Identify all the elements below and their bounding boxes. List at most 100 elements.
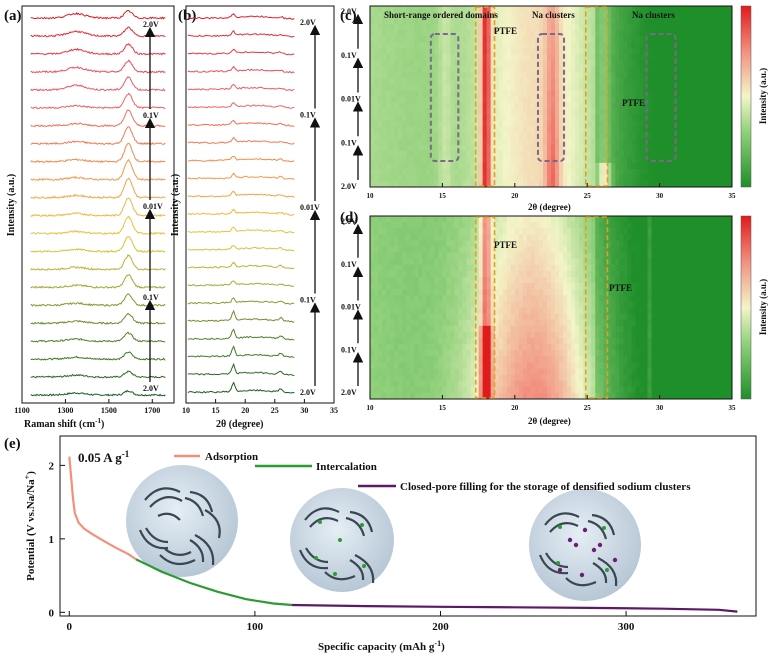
panel-c-heat-cell xyxy=(483,97,487,103)
panel-d-heat-cell xyxy=(708,222,712,229)
panel-d-heat-cell xyxy=(635,253,639,260)
panel-d-heat-cell xyxy=(631,277,635,284)
panel-d-heat-cell xyxy=(668,271,672,278)
panel-d-heat-cell xyxy=(426,240,430,247)
panel-c-heat-cell xyxy=(471,145,475,151)
panel-d-heat-cell xyxy=(595,332,599,339)
panel-d-heat-cell xyxy=(591,253,595,260)
panel-c-heat-cell xyxy=(370,42,374,48)
panel-a-voltage-labels: 2.0V0.1V0.01V0.1V2.0V xyxy=(143,20,163,393)
panel-c-heat-cell xyxy=(463,133,467,139)
panel-d-heat-cell xyxy=(442,247,446,254)
panel-d-heat-cell xyxy=(539,356,543,363)
panel-c-heat-cell xyxy=(623,157,627,163)
panel-c-heat-cell xyxy=(676,12,680,18)
panel-d-heat-cell xyxy=(398,308,402,315)
panel-d-heat-cell xyxy=(467,350,471,357)
panel-d-heat-cell xyxy=(615,228,619,235)
panel-c-heat-cell xyxy=(664,48,668,54)
panel-c-heat-cell xyxy=(551,121,555,127)
panel-d-heat-cell xyxy=(386,228,390,235)
panel-d-heat-cell xyxy=(591,295,595,302)
panel-c-heat-cell xyxy=(378,18,382,24)
panel-c-heat-cell xyxy=(398,48,402,54)
panel-c-heat-cell xyxy=(471,139,475,145)
panel-c-heat-cell xyxy=(442,163,446,169)
panel-c-heat-cell xyxy=(708,72,712,78)
panel-c-heat-cell xyxy=(644,181,648,187)
panel-d-heat-cell xyxy=(438,295,442,302)
panel-c-heat-cell xyxy=(374,78,378,84)
panel-c-heat-cell xyxy=(410,133,414,139)
panel-d-heat-cell xyxy=(712,320,716,327)
panel-d-heat-cell xyxy=(635,216,639,223)
panel-d-heat-cell xyxy=(535,247,539,254)
panel-d-heat-cell xyxy=(370,216,374,223)
panel-d-heat-cell xyxy=(631,216,635,223)
panel-c-heat-cell xyxy=(652,60,656,66)
panel-c-heat-cell xyxy=(551,103,555,109)
panel-c-heat-cell xyxy=(712,66,716,72)
panel-d-heat-cell xyxy=(446,314,450,321)
panel-d-heat-cell xyxy=(410,326,414,333)
panel-d-heat-cell xyxy=(398,247,402,254)
panel-d-heat-cell xyxy=(591,277,595,284)
panel-c-heat-cell xyxy=(547,48,551,54)
panel-c-heat-cell xyxy=(575,84,579,90)
panel-c-heat-cell xyxy=(414,48,418,54)
panel-c-heat-cell xyxy=(700,6,704,12)
xrd-pattern xyxy=(188,156,294,161)
panel-d-heat-cell xyxy=(535,283,539,290)
panel-c-heat-cell xyxy=(619,60,623,66)
panel-c-heat-cell xyxy=(639,36,643,42)
panel-d-heat-cell xyxy=(660,265,664,272)
panel-c-heat-cell xyxy=(527,157,531,163)
panel-c-heat-cell xyxy=(519,54,523,60)
panel-c-heat-cell xyxy=(543,169,547,175)
panel-d-heat-cell xyxy=(487,265,491,272)
panel-c-heat-cell xyxy=(418,181,422,187)
panel-d-heat-cell xyxy=(523,247,527,254)
panel-d-heat-cell xyxy=(531,289,535,296)
panel-d-heat-cell xyxy=(499,277,503,284)
panel-d-heat-cell xyxy=(619,222,623,229)
panel-c-heat-cell xyxy=(660,90,664,96)
panel-c-heat-cell xyxy=(430,169,434,175)
panel-d-heat-cell xyxy=(619,271,623,278)
panel-c-heat-cell xyxy=(390,163,394,169)
panel-d-heat-cell xyxy=(539,326,543,333)
panel-c-heat-cell xyxy=(599,90,603,96)
panel-d-heat-cell xyxy=(378,338,382,345)
panel-c-heat-cell xyxy=(623,48,627,54)
panel-c-heat-cell xyxy=(704,103,708,109)
panel-d-heat-cell xyxy=(410,277,414,284)
panel-c-heat-cell xyxy=(442,169,446,175)
panel-d-heat-cell xyxy=(664,301,668,308)
panel-d-heat-cell xyxy=(523,344,527,351)
panel-d-heat-cell xyxy=(680,234,684,241)
panel-c-heat-cell xyxy=(430,24,434,30)
panel-d-heat-cell xyxy=(402,338,406,345)
panel-d-heat-cell xyxy=(398,314,402,321)
panel-c-heat-cell xyxy=(471,163,475,169)
panel-d-heat-cell xyxy=(471,314,475,321)
panel-d-heat-cell xyxy=(712,338,716,345)
panel-d-heat-cell xyxy=(672,216,676,223)
panel-c-heat-cell xyxy=(559,90,563,96)
panel-c-heat-cell xyxy=(668,60,672,66)
panel-c-heat-cell xyxy=(511,109,515,115)
panel-c-heat-cell xyxy=(567,72,571,78)
panel-b-voltage-label: 2.0V xyxy=(300,388,316,397)
panel-d-heat-cell xyxy=(503,277,507,284)
panel-d-heat-cell xyxy=(434,326,438,333)
panel-c-heat-cell xyxy=(591,12,595,18)
panel-d-heat-cell xyxy=(458,277,462,284)
xrd-pattern xyxy=(188,103,294,109)
panel-c-heat-cell xyxy=(712,60,716,66)
panel-c-heat-cell xyxy=(531,181,535,187)
panel-d-heat-cell xyxy=(410,259,414,266)
panel-c-heat-cell xyxy=(531,78,535,84)
panel-d-heat-cell xyxy=(567,344,571,351)
panel-d-heat-cell xyxy=(483,259,487,266)
panel-d-heat-cell xyxy=(587,271,591,278)
